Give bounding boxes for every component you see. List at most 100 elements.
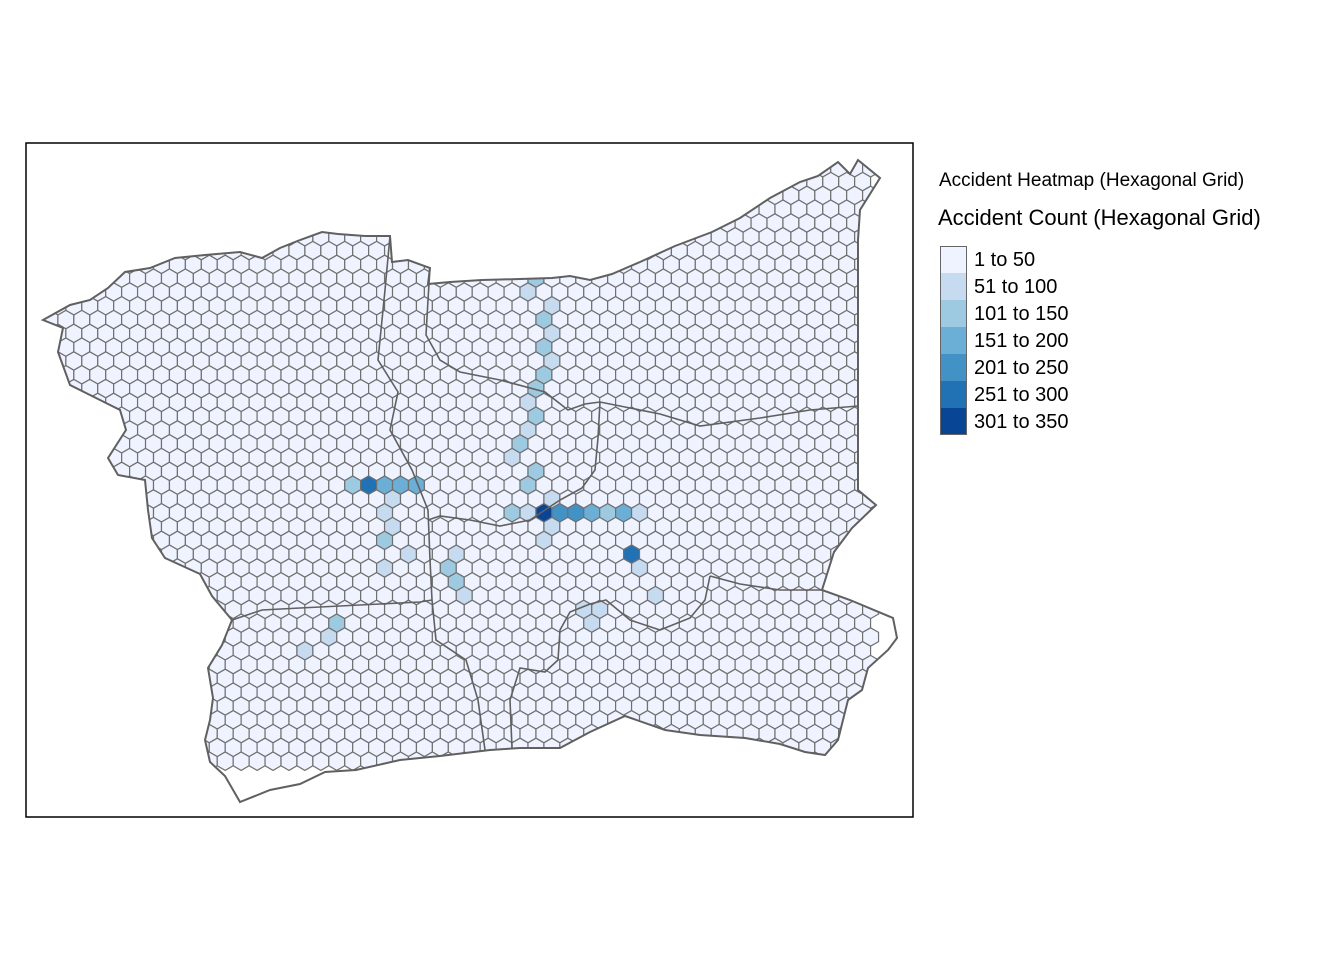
district-boundary-4 bbox=[231, 599, 433, 621]
hex-cell bbox=[89, 668, 107, 689]
hex-cell bbox=[702, 737, 720, 758]
hex-cell bbox=[152, 558, 171, 578]
hex-cell bbox=[296, 171, 314, 192]
hex-cell bbox=[97, 185, 115, 206]
hex-cell bbox=[43, 599, 51, 620]
hex-cell bbox=[129, 516, 147, 537]
hex-cell bbox=[726, 199, 744, 220]
hex-cell bbox=[535, 199, 553, 220]
hex-cell bbox=[184, 723, 202, 744]
hex-cell bbox=[43, 213, 51, 233]
hex-cell bbox=[43, 447, 59, 468]
hex-cell bbox=[718, 737, 736, 758]
hex-cell bbox=[575, 160, 593, 178]
hex-cell bbox=[710, 199, 728, 220]
hex-cell bbox=[81, 654, 99, 675]
hex-cell bbox=[97, 213, 115, 233]
hex-cell bbox=[152, 751, 171, 772]
hex-cell bbox=[43, 171, 59, 192]
hex-cell bbox=[89, 585, 107, 606]
hex-cell bbox=[535, 226, 553, 247]
hex-cell bbox=[622, 213, 641, 233]
hex-cell bbox=[97, 433, 115, 454]
hex-cell bbox=[192, 160, 210, 178]
hex-cell bbox=[152, 160, 171, 164]
hex-cell bbox=[607, 185, 625, 206]
hex-cell bbox=[136, 199, 155, 220]
hex-cell bbox=[463, 737, 481, 758]
hex-cell bbox=[89, 640, 107, 661]
hex-cell bbox=[57, 585, 75, 606]
hex-cell bbox=[686, 737, 704, 758]
hex-cell bbox=[57, 502, 75, 523]
hex-cell bbox=[479, 213, 497, 233]
hex-cell bbox=[288, 213, 306, 233]
hex-cell bbox=[81, 406, 99, 427]
hex-cell bbox=[296, 751, 314, 772]
hex-cell bbox=[766, 160, 784, 178]
hex-cell bbox=[607, 160, 625, 178]
hex-cell bbox=[328, 171, 346, 192]
hex-cell bbox=[591, 213, 609, 233]
hex-cell bbox=[846, 737, 864, 758]
hex-cell bbox=[73, 723, 91, 744]
hex-cell bbox=[551, 751, 569, 772]
hex-cell bbox=[630, 226, 649, 247]
hex-cell bbox=[599, 171, 617, 192]
hex-cell bbox=[399, 160, 418, 178]
hex-cell bbox=[43, 489, 51, 509]
hex-cell bbox=[176, 599, 194, 620]
hex-cell bbox=[567, 751, 585, 772]
hex-cell bbox=[559, 185, 577, 206]
hex-cell bbox=[81, 160, 99, 178]
hex-cell bbox=[862, 240, 880, 261]
hex-cell bbox=[113, 489, 131, 509]
hex-cell bbox=[81, 709, 99, 730]
hex-cell bbox=[463, 240, 481, 261]
hex-cell bbox=[144, 682, 163, 703]
hex-cell bbox=[519, 160, 537, 164]
hex-cell bbox=[439, 171, 457, 192]
hex-cell bbox=[232, 199, 250, 220]
hex-cell bbox=[43, 709, 51, 730]
hex-cell bbox=[184, 171, 202, 192]
hex-cell bbox=[136, 613, 155, 634]
hex-cell bbox=[862, 544, 880, 565]
hex-cell bbox=[240, 160, 258, 178]
hex-cell bbox=[160, 654, 179, 675]
hex-cell bbox=[105, 585, 123, 606]
hex-cell bbox=[646, 171, 665, 192]
hex-cell bbox=[160, 185, 179, 206]
hex-cell bbox=[862, 351, 880, 371]
hex-cell bbox=[862, 433, 880, 454]
hex-cell bbox=[43, 433, 51, 454]
hex-cell bbox=[368, 185, 386, 206]
hex-cell bbox=[232, 751, 250, 772]
hex-cell bbox=[344, 171, 362, 192]
hex-cell bbox=[272, 213, 290, 233]
hex-cell bbox=[216, 751, 234, 772]
hex-cell bbox=[264, 171, 282, 192]
hex-cell bbox=[49, 240, 67, 261]
legend-swatch bbox=[940, 381, 967, 408]
hex-cell bbox=[89, 420, 107, 440]
hex-cell bbox=[551, 160, 569, 164]
hex-cell bbox=[718, 160, 736, 178]
hex-cell bbox=[224, 213, 242, 233]
legend-swatch bbox=[940, 327, 967, 354]
hex-cell bbox=[407, 226, 425, 247]
hex-cell bbox=[630, 160, 649, 164]
hex-cell bbox=[57, 171, 75, 192]
hex-cell bbox=[638, 160, 657, 178]
hex-cell bbox=[49, 406, 67, 427]
hex-cell bbox=[144, 599, 163, 620]
hex-cell bbox=[26, 310, 42, 328]
hex-cell bbox=[630, 751, 649, 772]
hex-cell bbox=[328, 199, 346, 220]
hex-cell bbox=[26, 200, 42, 218]
hex-cell bbox=[519, 226, 537, 247]
hex-cell bbox=[622, 160, 641, 178]
legend-caption: Accident Heatmap (Hexagonal Grid) bbox=[939, 170, 1245, 191]
hex-cell bbox=[105, 475, 123, 496]
hex-cell bbox=[160, 160, 179, 178]
